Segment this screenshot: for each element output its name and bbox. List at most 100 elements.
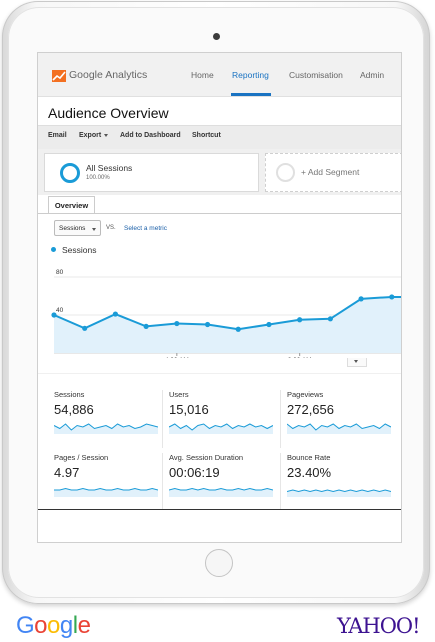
segment-ring-icon [60, 163, 80, 183]
metric-card[interactable]: Bounce Rate 23.40% [280, 453, 391, 511]
google-letter: o [47, 612, 60, 639]
metric-card[interactable]: Pageviews 272,656 [280, 390, 391, 448]
metrics-divider [38, 373, 401, 374]
chevron-down-icon [92, 228, 96, 231]
data-point [327, 316, 333, 322]
app-name: Google Analytics [69, 69, 148, 81]
metric-value: 15,016 [169, 402, 209, 417]
legend-label: Sessions [62, 245, 97, 255]
metric-label: Avg. Session Duration [169, 453, 244, 462]
sparkline-area [54, 488, 158, 497]
sparkline-path [169, 423, 273, 431]
sparkline-path [54, 423, 158, 431]
sparkline-path [287, 489, 391, 493]
sessions-chart[interactable]: 80 40 4:00 AM 8:00 AM [38, 258, 401, 358]
empty-ring-icon [276, 163, 295, 182]
analytics-logo-icon [52, 70, 66, 82]
nav-home[interactable]: Home [191, 70, 214, 80]
data-point [389, 294, 395, 300]
nav-customisation[interactable]: Customisation [289, 70, 343, 80]
report-toolbar: Email Export Add to Dashboard Shortcut [38, 125, 401, 150]
data-point [174, 320, 180, 327]
camera-icon [213, 33, 220, 40]
sparkline-path [169, 487, 273, 491]
add-segment-button[interactable]: + Add Segment [265, 153, 401, 192]
y-tick-label: 40 [56, 307, 64, 314]
x-tick-label: 8:00 AM [288, 357, 312, 358]
metric-select-value: Sessions [59, 225, 86, 232]
metric-card[interactable]: Pages / Session 4.97 [48, 453, 158, 511]
sparkline-area [169, 424, 273, 434]
add-segment-label: + Add Segment [301, 167, 360, 177]
google-letter: l [72, 612, 78, 639]
segment-name: All Sessions [86, 163, 133, 173]
data-point [112, 311, 119, 317]
select-metric-link[interactable]: Select a metric [124, 225, 167, 232]
sparkline-path [287, 423, 391, 431]
segment-all-sessions[interactable]: All Sessions 100.00% [44, 153, 259, 192]
export-button[interactable]: Export [79, 132, 109, 139]
metric-select[interactable]: Sessions [54, 220, 101, 236]
google-logo: Google [16, 612, 91, 640]
google-letter: e [77, 612, 91, 639]
yahoo-logo: YAHOO! [337, 614, 421, 638]
chart-collapse-toggle[interactable] [347, 358, 367, 367]
email-button[interactable]: Email [48, 132, 67, 139]
active-nav-indicator [231, 93, 271, 96]
tab-overview[interactable]: Overview [48, 196, 95, 214]
metric-card[interactable]: Users 15,016 [162, 390, 273, 448]
metric-label: Users [169, 390, 189, 399]
google-letter: o [34, 612, 48, 639]
chevron-down-icon [354, 360, 358, 363]
metric-value: 54,886 [54, 402, 94, 417]
nav-reporting[interactable]: Reporting [232, 70, 269, 80]
analytics-screen: Google Analytics Home Reporting Customis… [37, 52, 402, 543]
tab-divider [38, 213, 401, 214]
google-letter: g [59, 612, 73, 639]
data-point [266, 321, 272, 328]
metric-value: 00:06:19 [169, 465, 220, 480]
sparkline [169, 487, 273, 497]
data-point [204, 321, 211, 328]
y-tick-label: 80 [56, 269, 64, 276]
nav-admin[interactable]: Admin [360, 70, 385, 80]
tablet-frame: Google Analytics Home Reporting Customis… [2, 1, 430, 604]
series-area [54, 296, 401, 353]
x-tick-label: 4:00 AM [165, 357, 189, 358]
top-nav: Google Analytics Home Reporting Customis… [38, 53, 401, 97]
data-point [358, 296, 364, 302]
metric-value: 23.40% [287, 465, 332, 480]
metric-value: 272,656 [287, 402, 334, 417]
home-button[interactable] [205, 549, 233, 577]
page-title: Audience Overview [48, 105, 169, 121]
sparkline [287, 489, 391, 497]
metric-value: 4.97 [54, 465, 80, 480]
screen-bottom-frame [38, 509, 401, 542]
segment-bar: All Sessions 100.00% + Add Segment [38, 149, 401, 195]
sparkline [169, 423, 273, 434]
data-point [297, 317, 303, 323]
google-letter: G [16, 612, 35, 639]
metric-card[interactable]: Sessions 54,886 [48, 390, 158, 448]
chevron-down-icon [104, 133, 109, 137]
segment-percent: 100.00% [86, 175, 110, 181]
sparkline [287, 423, 391, 434]
sparkline [54, 423, 158, 434]
data-point [82, 325, 88, 331]
metric-label: Sessions [54, 390, 85, 399]
shortcut-button[interactable]: Shortcut [192, 132, 221, 139]
metric-label: Pageviews [287, 390, 324, 399]
legend-marker [51, 247, 56, 252]
vs-label: VS. [106, 225, 116, 231]
data-point [51, 312, 57, 318]
metric-label: Bounce Rate [287, 453, 331, 462]
metric-label: Pages / Session [54, 453, 109, 462]
data-point [143, 323, 149, 329]
add-to-dashboard-button[interactable]: Add to Dashboard [120, 132, 181, 139]
export-label: Export [79, 132, 102, 139]
metric-card[interactable]: Avg. Session Duration 00:06:19 [162, 453, 273, 511]
sparkline-path [54, 487, 158, 491]
sparkline [54, 487, 158, 497]
data-point [235, 326, 241, 332]
sparkline-area [287, 490, 391, 497]
